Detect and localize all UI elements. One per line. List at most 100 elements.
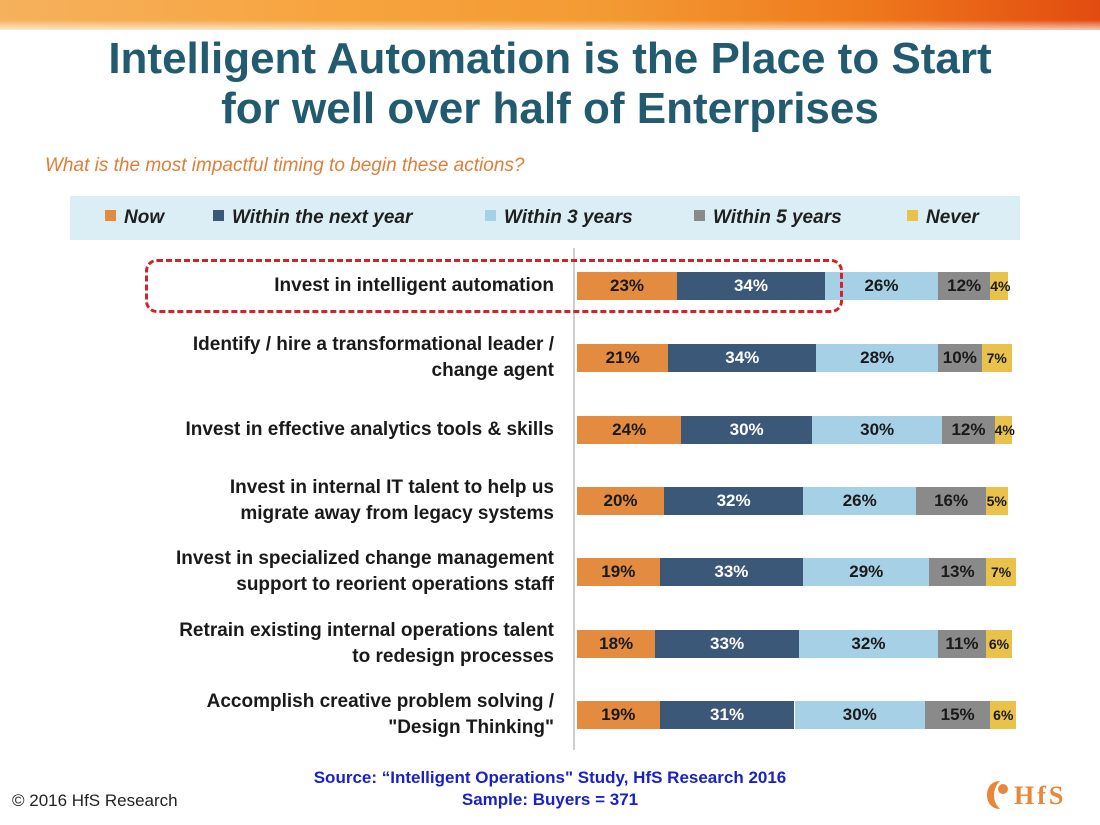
data-label: 7% <box>986 350 1007 366</box>
category-label: Identify / hire a transformational leade… <box>60 332 554 384</box>
category-label: Invest in specialized change management s… <box>60 546 554 598</box>
bar-segment-within-3-years: 30% <box>794 701 925 729</box>
data-label: 12% <box>947 276 982 295</box>
bar-segment-within-3-years: 30% <box>811 416 943 444</box>
bar-segment-never: 4% <box>990 272 1010 300</box>
legend-swatch-within-next-year <box>213 210 224 221</box>
data-label: 4% <box>994 422 1015 438</box>
data-label: 21% <box>605 348 640 367</box>
bar-segment-never: 6% <box>990 701 1017 729</box>
chart-legend: Now Within the next year Within 3 years … <box>70 196 1020 240</box>
bar-segment-never: 7% <box>985 558 1017 586</box>
legend-label-within-3-years: Within 3 years <box>504 207 633 228</box>
source-note: Source: “Intelligent Operations" Study, … <box>0 767 1100 811</box>
data-label: 20% <box>603 491 638 510</box>
bar-segment-never: 5% <box>985 487 1008 515</box>
category-label-line: Invest in specialized change management <box>175 548 554 569</box>
data-label: 26% <box>842 491 877 510</box>
page-title: Intelligent Automation is the Place to S… <box>0 34 1100 134</box>
data-label: 31% <box>710 705 745 724</box>
legend-swatch-within-3-years <box>485 210 496 221</box>
data-label: 33% <box>714 562 749 581</box>
bar-segment-within-5-years: 16% <box>916 487 986 515</box>
chart-question: What is the most impactful timing to beg… <box>45 155 525 176</box>
category-label-line: support to reorient operations staff <box>236 574 554 595</box>
category-label-line: Invest in effective analytics tools & sk… <box>185 419 554 440</box>
data-label: 24% <box>612 420 647 439</box>
category-label: Invest in intelligent automation <box>60 273 554 299</box>
data-label: 12% <box>951 420 986 439</box>
copyright-text: © 2016 HfS Research <box>12 791 178 810</box>
category-label-line: change agent <box>431 360 554 381</box>
hfs-logo-mark <box>987 781 1000 809</box>
bar-segment-now: 24% <box>577 416 682 444</box>
legend-label-never: Never <box>926 207 979 228</box>
bar-segment-within-the-next-year: 33% <box>659 558 804 586</box>
legend-item-within-next-year: Within the next year <box>213 207 412 229</box>
bar-segment-now: 19% <box>577 558 660 586</box>
data-label: 5% <box>986 493 1007 509</box>
data-label: 15% <box>940 705 975 724</box>
highlight-box-intelligent-automation <box>145 259 843 313</box>
bar-segment-within-the-next-year: 32% <box>664 487 804 515</box>
category-label: Invest in effective analytics tools & sk… <box>60 417 554 443</box>
hfs-logo-dot <box>998 784 1008 794</box>
bar-segment-within-the-next-year: 34% <box>677 272 825 300</box>
bar-segment-within-the-next-year: 30% <box>681 416 812 444</box>
category-label-line: Retrain existing internal operations tal… <box>179 620 554 641</box>
legend-item-within-5-years: Within 5 years <box>694 207 842 229</box>
title-line-1: Intelligent Automation is the Place to S… <box>108 34 992 83</box>
category-label-line: migrate away from legacy systems <box>240 503 554 524</box>
bar-segment-within-3-years: 26% <box>824 272 939 300</box>
bar-segment-never: 6% <box>985 630 1012 658</box>
bar-segment-never: 4% <box>994 416 1015 444</box>
category-label-line: "Design Thinking" <box>388 717 554 738</box>
axis-divider <box>573 248 575 750</box>
legend-label-within-5-years: Within 5 years <box>713 207 842 228</box>
legend-item-within-3-years: Within 3 years <box>485 207 633 229</box>
bar-segment-within-the-next-year: 33% <box>655 630 799 658</box>
data-label: 32% <box>716 491 751 510</box>
data-label: 32% <box>851 634 886 653</box>
legend-item-never: Never <box>907 207 979 229</box>
category-label-line: Identify / hire a transformational leade… <box>192 334 554 355</box>
category-label-line: to redesign processes <box>352 646 554 667</box>
header-gradient-band <box>0 0 1100 30</box>
legend-swatch-now <box>105 210 116 221</box>
data-label: 30% <box>860 420 895 439</box>
bar-segment-now: 21% <box>577 344 669 372</box>
data-label: 16% <box>934 491 969 510</box>
data-label: 7% <box>990 564 1012 580</box>
bar-segment-within-the-next-year: 31% <box>659 701 795 729</box>
bar-segment-within-5-years: 11% <box>938 630 986 658</box>
data-label: 10% <box>942 348 977 367</box>
category-label: Invest in internal IT talent to help us m… <box>60 475 554 527</box>
bar-segment-now: 23% <box>577 272 678 300</box>
data-label: 18% <box>599 634 634 653</box>
data-label: 6% <box>988 636 1010 652</box>
sample-line: Sample: Buyers = 371 <box>461 790 639 809</box>
legend-label-now: Now <box>124 207 165 228</box>
data-label: 34% <box>725 348 760 367</box>
bar-segment-within-5-years: 10% <box>938 344 982 372</box>
bar-segment-within-3-years: 29% <box>803 558 930 586</box>
data-label: 19% <box>601 562 636 581</box>
source-line: Source: “Intelligent Operations" Study, … <box>313 768 787 787</box>
bar-segment-now: 20% <box>577 487 664 515</box>
data-label: 13% <box>940 562 975 581</box>
data-label: 30% <box>842 705 877 724</box>
legend-swatch-never <box>907 210 918 221</box>
bar-segment-within-5-years: 12% <box>942 416 995 444</box>
bar-segment-within-5-years: 15% <box>925 701 991 729</box>
data-label: 11% <box>945 634 979 653</box>
hfs-logo-text: HfS <box>1014 781 1066 810</box>
bar-segment-within-3-years: 26% <box>803 487 917 515</box>
bar-segment-within-5-years: 12% <box>938 272 991 300</box>
bar-segment-within-the-next-year: 34% <box>668 344 817 372</box>
data-label: 34% <box>733 276 768 295</box>
data-label: 23% <box>610 276 645 295</box>
category-label: Retrain existing internal operations tal… <box>60 618 554 670</box>
bar-segment-within-5-years: 13% <box>929 558 986 586</box>
hfs-logo: HfS <box>987 781 1066 810</box>
data-label: 28% <box>860 348 895 367</box>
